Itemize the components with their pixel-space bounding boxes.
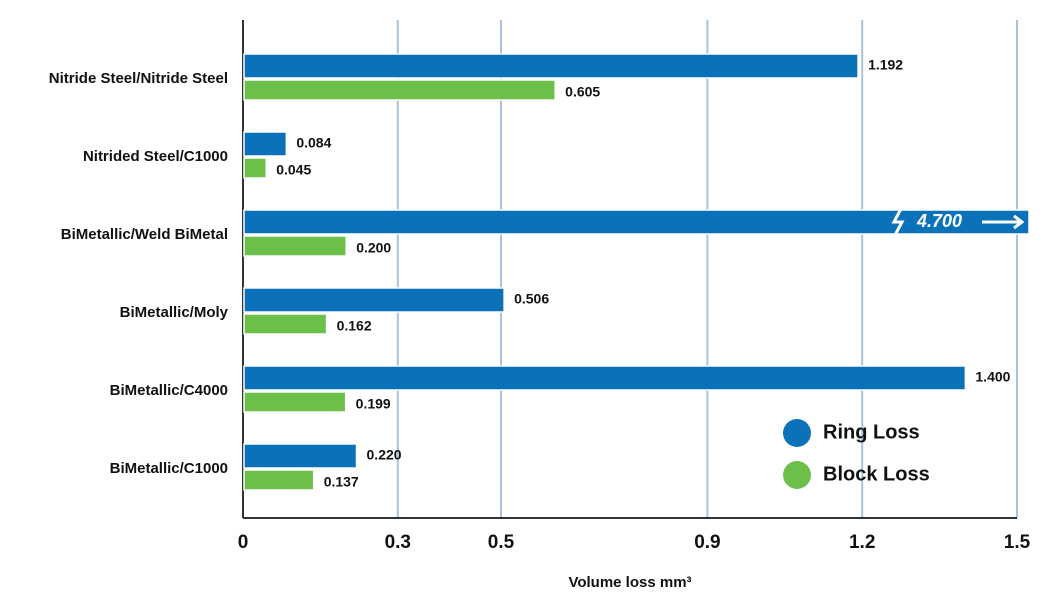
x-tick-label: 0 xyxy=(238,532,249,553)
y-tick-label: Nitride Steel/Nitride Steel xyxy=(49,70,228,87)
y-tick-label: BiMetallic/C4000 xyxy=(110,382,228,399)
value-label: 1.192 xyxy=(868,57,903,73)
value-label: 0.199 xyxy=(356,396,391,412)
bar xyxy=(243,79,556,101)
value-label: 0.137 xyxy=(324,474,359,490)
bar xyxy=(243,287,505,313)
bar xyxy=(243,235,347,257)
x-tick-label: 0.5 xyxy=(488,532,515,553)
bar xyxy=(243,313,328,335)
legend-marker xyxy=(783,461,811,489)
value-label: 0.220 xyxy=(367,447,402,463)
value-label: 0.045 xyxy=(276,162,311,178)
bar xyxy=(243,131,288,157)
value-label: 0.506 xyxy=(514,291,549,307)
x-axis-label: Volume loss mm³ xyxy=(568,574,691,591)
value-label: 4.700 xyxy=(916,211,962,231)
value-label: 1.400 xyxy=(975,369,1010,385)
value-label: 0.162 xyxy=(337,318,372,334)
bar xyxy=(243,157,267,179)
legend-label: Block Loss xyxy=(823,463,930,485)
bar xyxy=(243,391,347,413)
bar xyxy=(243,469,315,491)
bar xyxy=(243,443,358,469)
x-tick-label: 1.5 xyxy=(1004,532,1031,553)
bar xyxy=(243,365,967,391)
x-tick-label: 0.3 xyxy=(385,532,411,553)
y-tick-label: Nitrided Steel/C1000 xyxy=(83,148,228,165)
legend-label: Ring Loss xyxy=(823,421,920,443)
value-label: 0.605 xyxy=(565,84,600,100)
legend-marker xyxy=(783,419,811,447)
bar xyxy=(243,53,859,79)
value-label: 0.084 xyxy=(296,135,331,151)
y-tick-label: BiMetallic/Moly xyxy=(120,304,229,321)
x-tick-label: 0.9 xyxy=(694,532,720,553)
break-mark xyxy=(891,206,905,238)
y-tick-label: BiMetallic/C1000 xyxy=(110,460,228,477)
y-tick-label: BiMetallic/Weld BiMetal xyxy=(61,226,228,243)
bar xyxy=(243,209,1030,235)
arrow xyxy=(982,214,1025,230)
value-label: 0.200 xyxy=(356,240,391,256)
x-tick-label: 1.2 xyxy=(849,532,875,553)
